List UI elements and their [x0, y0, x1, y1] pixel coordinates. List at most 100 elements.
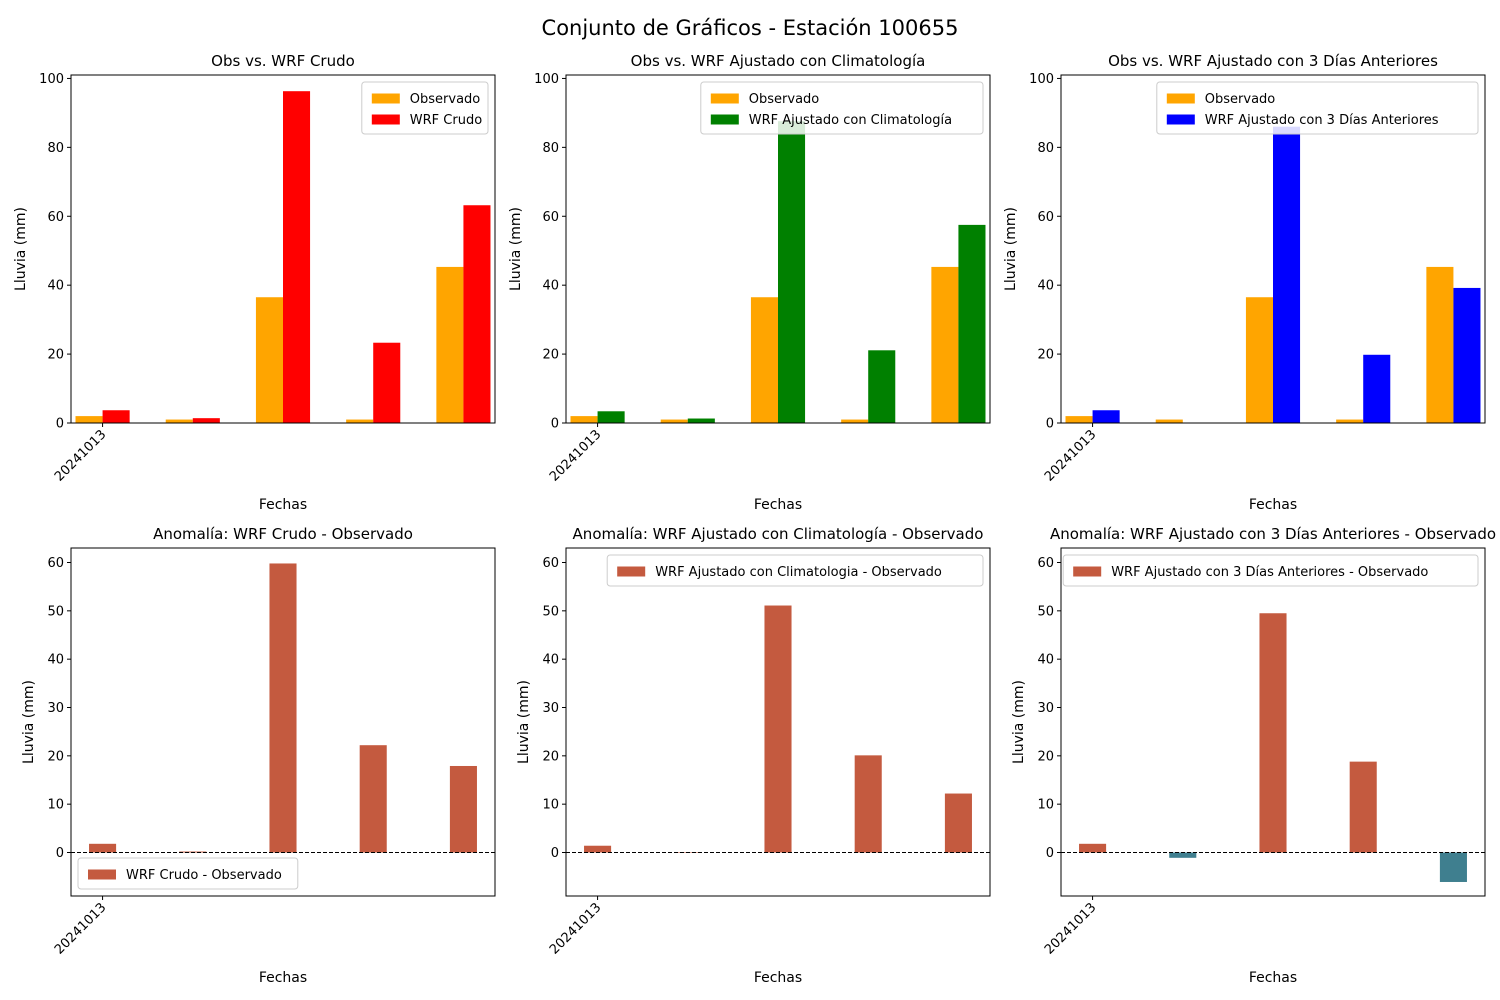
y-tick-label: 10	[542, 798, 559, 813]
bar	[102, 410, 130, 423]
y-tick-label: 40	[47, 279, 64, 294]
y-tick-label: 60	[1037, 556, 1054, 571]
y-tick-label: 0	[1046, 417, 1054, 432]
chart-5: Anomalía: WRF Ajustado con Climatología …	[516, 525, 991, 986]
legend: WRF Ajustado con Climatologia - Observad…	[606, 554, 984, 587]
legend-box	[700, 81, 984, 135]
bar	[1363, 354, 1391, 423]
y-tick-label: 20	[47, 749, 64, 764]
bar	[1079, 843, 1107, 853]
x-tick-label: 20241013	[1042, 900, 1099, 957]
chart-title: Anomalía: WRF Ajustado con 3 Días Anteri…	[1050, 525, 1496, 543]
legend-swatch	[617, 566, 646, 577]
legend-swatch	[1166, 93, 1195, 104]
x-tick-label: 20241013	[52, 427, 109, 484]
bar	[687, 418, 715, 423]
y-axis-label: Lluvia (mm)	[21, 680, 37, 764]
y-tick-label: 40	[47, 653, 64, 668]
bar	[1169, 852, 1197, 858]
y-axis-label: Lluvia (mm)	[13, 207, 29, 291]
legend-label: WRF Crudo	[410, 113, 482, 128]
bar	[75, 416, 103, 423]
x-axis-label: Fechas	[1249, 497, 1297, 513]
y-tick-label: 60	[542, 210, 559, 225]
axes-frame	[565, 547, 991, 897]
chart-title: Obs vs. WRF Ajustado con Climatología	[631, 52, 926, 70]
bar	[463, 205, 491, 423]
x-tick-label: 20241013	[547, 427, 604, 484]
bar	[255, 297, 283, 423]
legend-swatch	[710, 114, 739, 125]
y-tick-label: 20	[47, 348, 64, 363]
bar	[1155, 419, 1183, 423]
y-axis-label: Lluvia (mm)	[1011, 680, 1027, 764]
y-tick-label: 50	[1037, 604, 1054, 619]
bar	[750, 297, 778, 423]
chart-title: Anomalía: WRF Ajustado con Climatología …	[573, 525, 984, 543]
legend: Observado WRF Crudo	[361, 81, 489, 135]
bar	[931, 266, 959, 423]
legend-box	[606, 554, 984, 587]
y-tick-label: 50	[47, 604, 64, 619]
legend: Observado WRF Ajustado con Climatología	[700, 81, 984, 135]
bar	[660, 419, 688, 423]
chart-title: Obs vs. WRF Ajustado con 3 Días Anterior…	[1108, 52, 1438, 70]
bar	[868, 350, 896, 423]
legend-swatch	[710, 93, 739, 104]
x-axis-label: Fechas	[259, 497, 307, 513]
bar	[373, 342, 401, 423]
y-tick-label: 60	[542, 556, 559, 571]
y-tick-label: 60	[47, 556, 64, 571]
y-tick-label: 40	[542, 653, 559, 668]
y-tick-label: 50	[542, 604, 559, 619]
chart-6: Anomalía: WRF Ajustado con 3 Días Anteri…	[1011, 525, 1496, 986]
y-tick-label: 40	[1037, 653, 1054, 668]
y-tick-label: 10	[47, 798, 64, 813]
y-tick-label: 30	[542, 701, 559, 716]
bar	[1259, 613, 1287, 853]
y-tick-label: 60	[1037, 210, 1054, 225]
legend-swatch	[1073, 566, 1102, 577]
legend-label: WRF Ajustado con Climatología	[749, 113, 952, 128]
y-axis-label: Lluvia (mm)	[1003, 207, 1019, 291]
chart-title: Anomalía: WRF Crudo - Observado	[153, 525, 413, 543]
chart-2: Obs vs. WRF Ajustado con Climatología020…	[508, 52, 991, 513]
bar	[1439, 852, 1467, 882]
axes-frame	[565, 74, 991, 424]
y-tick-label: 10	[1037, 798, 1054, 813]
legend-box	[1062, 554, 1479, 587]
y-tick-label: 0	[56, 846, 64, 861]
y-tick-label: 20	[542, 348, 559, 363]
legend-box	[1156, 81, 1479, 135]
bar	[192, 418, 220, 423]
legend-label: WRF Crudo - Observado	[126, 868, 282, 883]
bar	[958, 224, 986, 423]
axes-frame	[1060, 547, 1486, 897]
y-tick-label: 20	[542, 749, 559, 764]
x-tick-label: 20241013	[1042, 427, 1099, 484]
x-tick-label: 20241013	[547, 900, 604, 957]
figure-title: Conjunto de Gráficos - Estación 100655	[541, 16, 959, 40]
y-axis-label: Lluvia (mm)	[516, 680, 532, 764]
axes-frame	[70, 74, 496, 424]
x-axis-label: Fechas	[754, 497, 802, 513]
bar	[854, 755, 882, 853]
bar	[1092, 410, 1120, 423]
y-tick-label: 100	[39, 72, 64, 87]
y-tick-label: 0	[551, 417, 559, 432]
y-tick-label: 100	[534, 72, 559, 87]
legend-label: Observado	[410, 92, 481, 107]
bar	[89, 843, 117, 853]
bar	[764, 605, 792, 853]
y-tick-label: 80	[47, 141, 64, 156]
x-tick-label: 20241013	[52, 900, 109, 957]
chart-title: Obs vs. WRF Crudo	[211, 52, 355, 70]
bar	[944, 793, 972, 853]
chart-3: Obs vs. WRF Ajustado con 3 Días Anterior…	[1003, 52, 1486, 513]
bar	[346, 419, 374, 423]
y-tick-label: 30	[47, 701, 64, 716]
y-tick-label: 60	[47, 210, 64, 225]
legend-swatch	[371, 114, 400, 125]
legend: WRF Crudo - Observado	[77, 857, 299, 890]
bar	[359, 745, 387, 853]
